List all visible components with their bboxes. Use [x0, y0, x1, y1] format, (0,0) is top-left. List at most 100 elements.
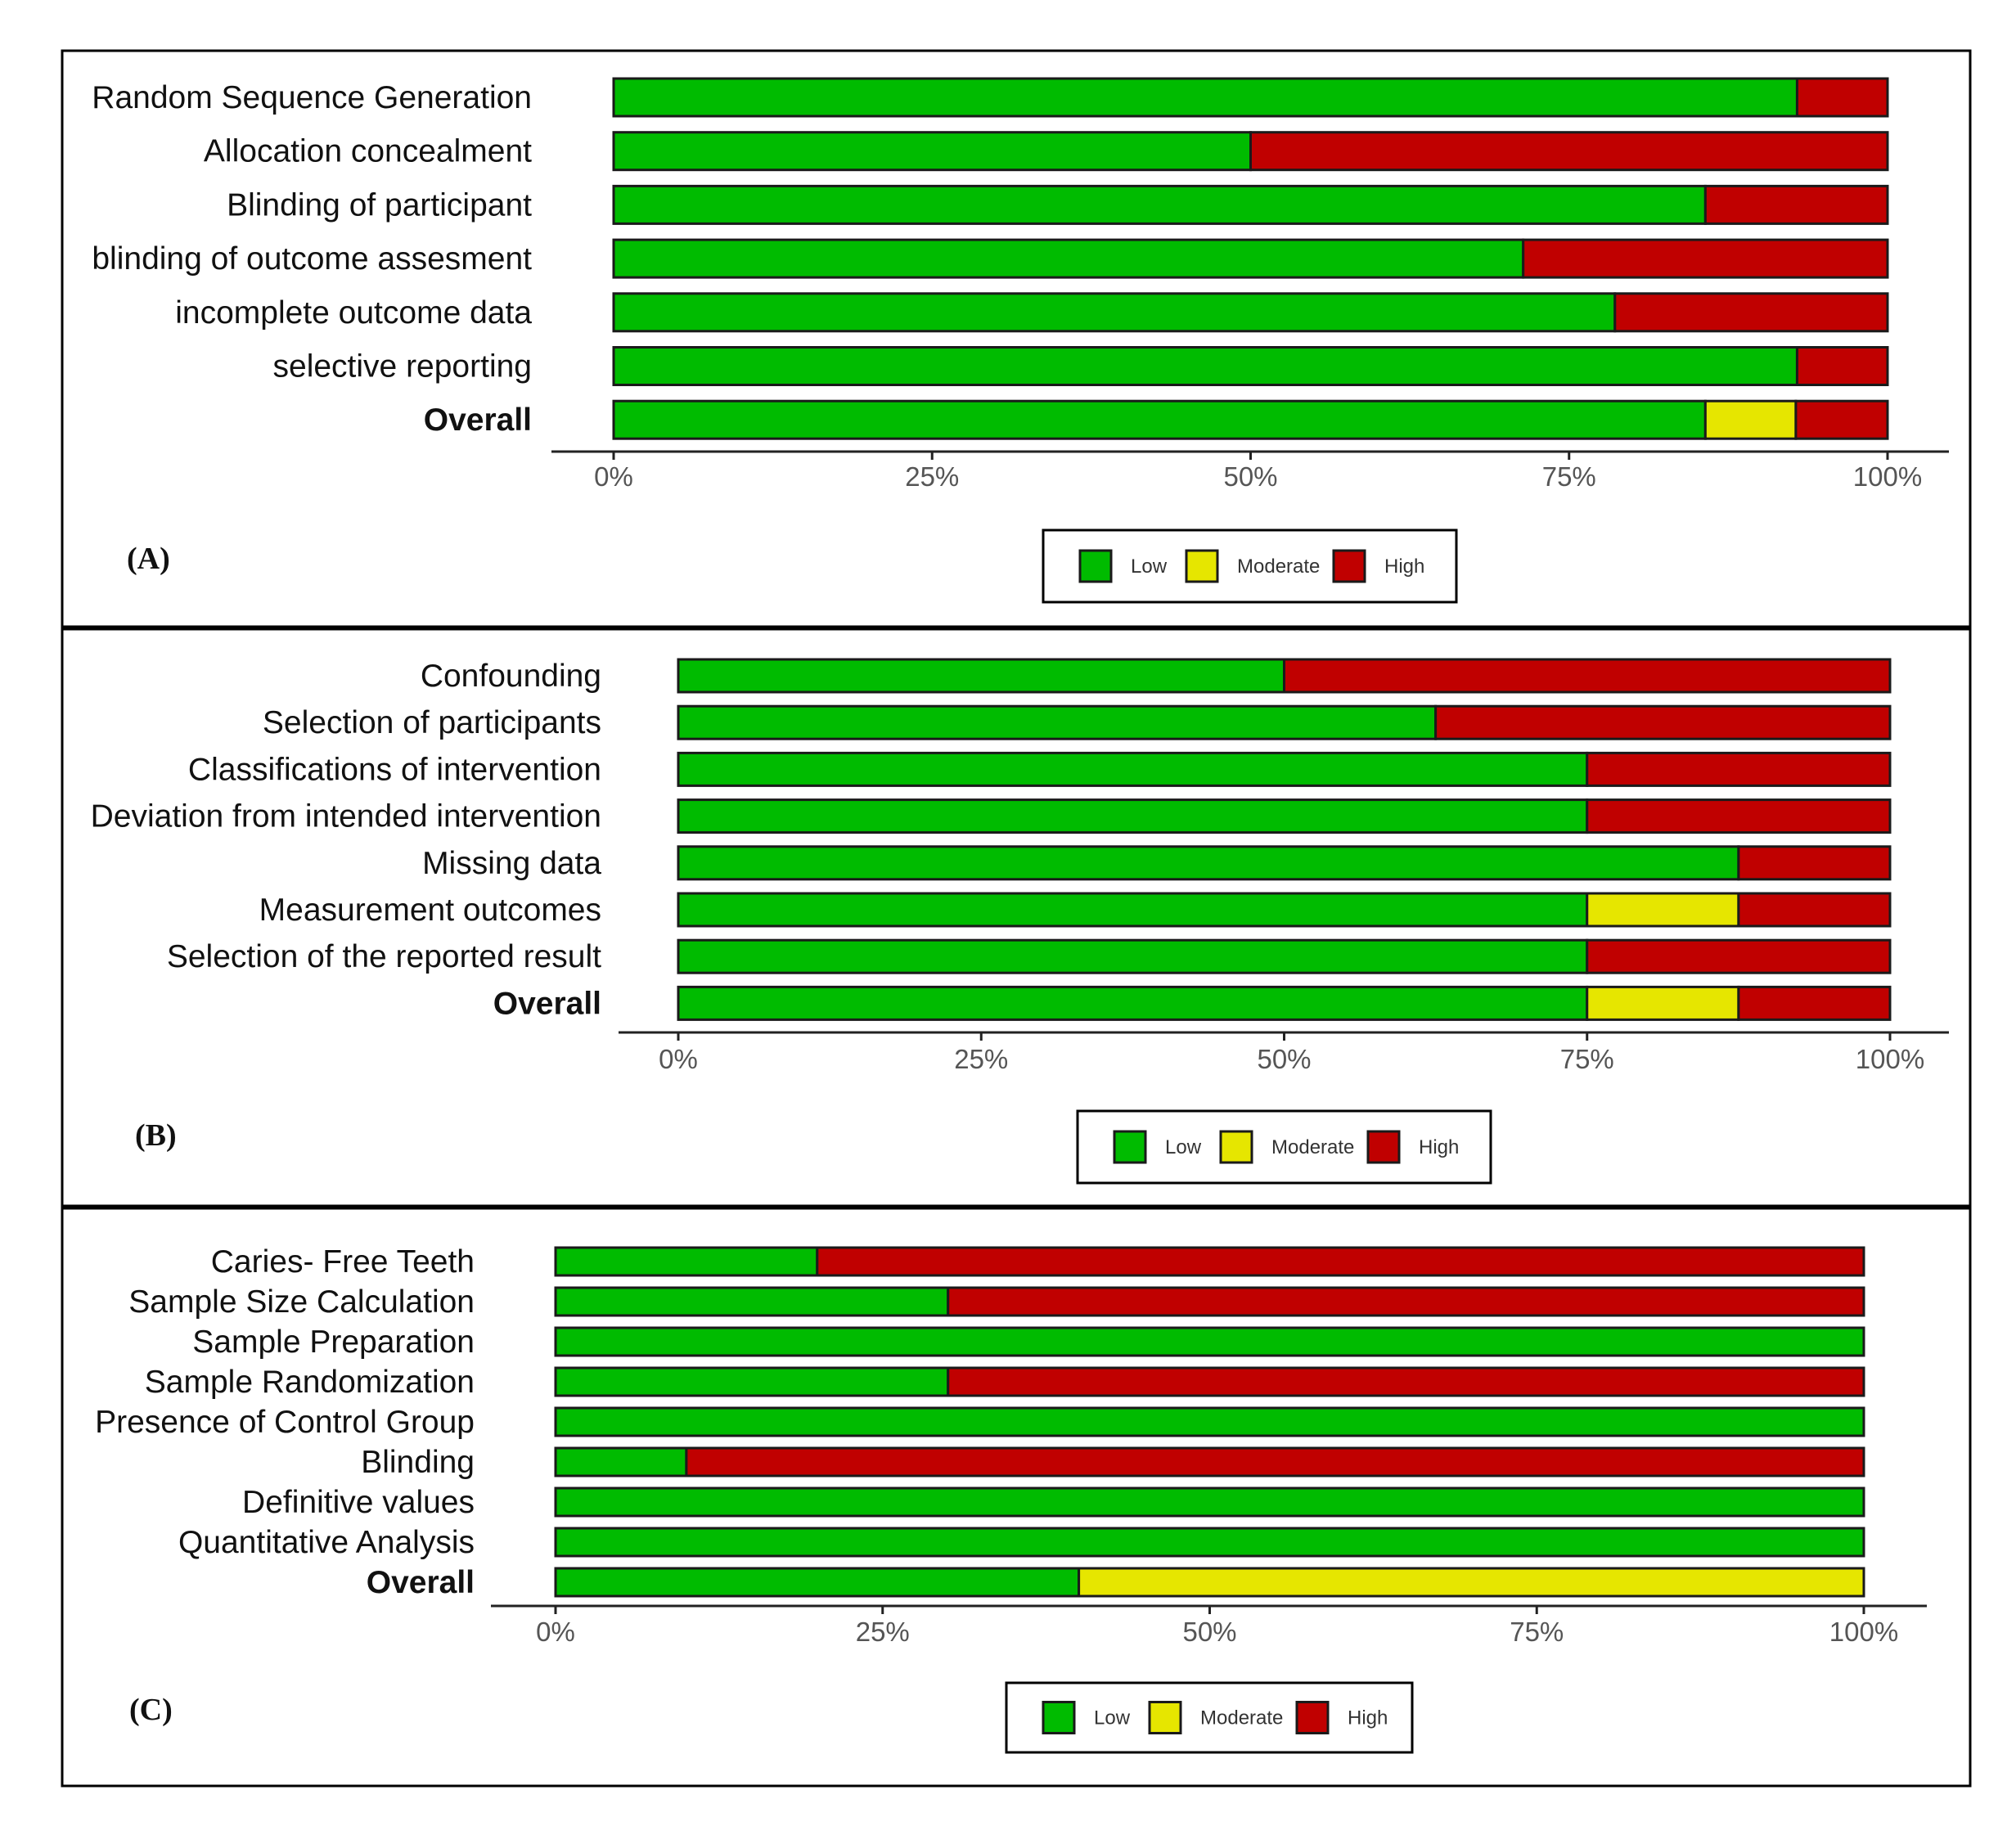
- bar-segment-low: [677, 658, 1285, 694]
- bar-segment-high: [1522, 238, 1889, 279]
- category-label: Sample Randomization: [145, 1365, 475, 1400]
- legend-key-moderate: [1185, 549, 1219, 583]
- legend-label-moderate: Moderate: [1200, 1707, 1283, 1729]
- bar-segment-high: [685, 1446, 1865, 1477]
- category-label: Missing data: [422, 846, 601, 881]
- bar-segment-low: [612, 292, 1617, 333]
- category-label: Random Sequence Generation: [92, 80, 532, 115]
- category-label: Classifications of intervention: [188, 752, 601, 787]
- x-tick-label: 0%: [659, 1044, 698, 1074]
- bar-segment-low: [677, 798, 1589, 834]
- bar-segment-high: [1794, 399, 1889, 440]
- panel-a: Random Sequence Generation Allocation con…: [61, 49, 1972, 628]
- bar-segment-low: [612, 238, 1525, 279]
- bar-segment-high: [1613, 292, 1889, 333]
- legend-label-low: Low: [1094, 1707, 1131, 1729]
- x-tick-label: 75%: [1542, 461, 1596, 492]
- category-label: Overall: [424, 403, 532, 438]
- category-label: Presence of Control Group: [95, 1405, 475, 1440]
- bar-segment-low: [554, 1527, 1865, 1558]
- category-label: Sample Preparation: [192, 1325, 475, 1360]
- x-tick-label: 0%: [594, 461, 633, 492]
- category-label: Blinding of participant: [227, 187, 532, 223]
- bar-segment-high: [1249, 131, 1889, 172]
- x-tick-label: 75%: [1560, 1044, 1614, 1074]
- category-label: blinding of outcome assesment: [92, 241, 532, 277]
- bar-segment-moderate: [1078, 1567, 1865, 1598]
- legend: Low Moderate High: [1005, 1681, 1414, 1754]
- x-tick-label: 50%: [1223, 461, 1277, 492]
- legend-label-low: Low: [1165, 1136, 1202, 1158]
- legend-label-high: High: [1419, 1136, 1459, 1158]
- bar-segment-low: [554, 1567, 1081, 1598]
- bar-segment-low: [612, 184, 1707, 225]
- panel-frame: [61, 49, 1972, 628]
- category-label: Allocation concealment: [204, 134, 532, 169]
- bar-segment-high: [1795, 77, 1889, 118]
- bar-segment-moderate: [1586, 985, 1740, 1021]
- category-label: Sample Size Calculation: [128, 1284, 475, 1320]
- panel-b: Confounding Selection of participants Clas…: [61, 627, 1972, 1208]
- legend-label-high: High: [1384, 555, 1424, 578]
- bar-segment-low: [677, 704, 1438, 740]
- panel-label: (B): [135, 1118, 177, 1153]
- legend-key-low: [1078, 549, 1113, 583]
- legend: Low Moderate High: [1076, 1109, 1492, 1185]
- category-label: Definitive values: [242, 1485, 475, 1520]
- x-tick-label: 100%: [1856, 1044, 1924, 1074]
- category-label: Overall: [367, 1565, 475, 1600]
- category-label: selective reporting: [273, 349, 533, 385]
- legend-label-low: Low: [1131, 555, 1168, 578]
- bar-segment-low: [612, 346, 1798, 386]
- legend-label-moderate: Moderate: [1271, 1136, 1354, 1158]
- bar-segment-low: [554, 1486, 1865, 1518]
- x-tick-label: 100%: [1829, 1617, 1898, 1647]
- bar-segment-low: [554, 1286, 950, 1317]
- bar-segment-low: [677, 892, 1589, 928]
- bar-segment-high: [1737, 845, 1892, 881]
- category-label: Blinding: [361, 1445, 475, 1480]
- bar-segment-low: [677, 938, 1589, 974]
- bar-segment-high: [947, 1366, 1865, 1397]
- category-label: Selection of the reported result: [167, 939, 601, 974]
- category-label: incomplete outcome data: [175, 295, 532, 331]
- bar-segment-low: [677, 751, 1589, 787]
- x-tick-label: 25%: [905, 461, 959, 492]
- bar-segment-low: [677, 985, 1589, 1021]
- legend-label-high: High: [1348, 1707, 1388, 1729]
- bar-segment-low: [612, 131, 1252, 172]
- legend: Low Moderate High: [1042, 528, 1458, 604]
- x-tick-label: 75%: [1510, 1617, 1564, 1647]
- x-tick-label: 0%: [536, 1617, 575, 1647]
- legend-key-high: [1295, 1701, 1330, 1734]
- panel-label: (A): [127, 542, 170, 576]
- panel-c: Caries- Free Teeth Sample Size Calculatio…: [61, 1207, 1972, 1788]
- bar-segment-low: [612, 399, 1707, 440]
- legend-key-high: [1366, 1130, 1401, 1164]
- legend-key-low: [1113, 1130, 1147, 1164]
- bar-segment-high: [1703, 184, 1889, 225]
- bar-segment-high: [1586, 751, 1892, 787]
- bar-segment-high: [816, 1246, 1865, 1277]
- bar-segment-low: [554, 1446, 688, 1477]
- bar-segment-moderate: [1703, 399, 1798, 440]
- category-label: Confounding: [421, 659, 601, 694]
- category-label: Deviation from intended intervention: [91, 799, 601, 834]
- bar-segment-high: [1737, 892, 1892, 928]
- legend-key-moderate: [1219, 1130, 1253, 1164]
- category-label: Measurement outcomes: [259, 893, 601, 928]
- bar-segment-high: [1586, 798, 1892, 834]
- legend-key-low: [1042, 1701, 1076, 1734]
- category-label: Selection of participants: [263, 705, 601, 740]
- bar-segment-moderate: [1586, 892, 1740, 928]
- legend-label-moderate: Moderate: [1237, 555, 1320, 578]
- legend-key-high: [1332, 549, 1366, 583]
- bar-segment-low: [677, 845, 1740, 881]
- bar-segment-high: [947, 1286, 1865, 1317]
- bar-segment-high: [1737, 985, 1892, 1021]
- bar-segment-low: [554, 1366, 950, 1397]
- category-label: Caries- Free Teeth: [211, 1244, 475, 1280]
- panel-label: (C): [129, 1693, 173, 1727]
- x-tick-label: 25%: [856, 1617, 910, 1647]
- bar-segment-low: [612, 77, 1798, 118]
